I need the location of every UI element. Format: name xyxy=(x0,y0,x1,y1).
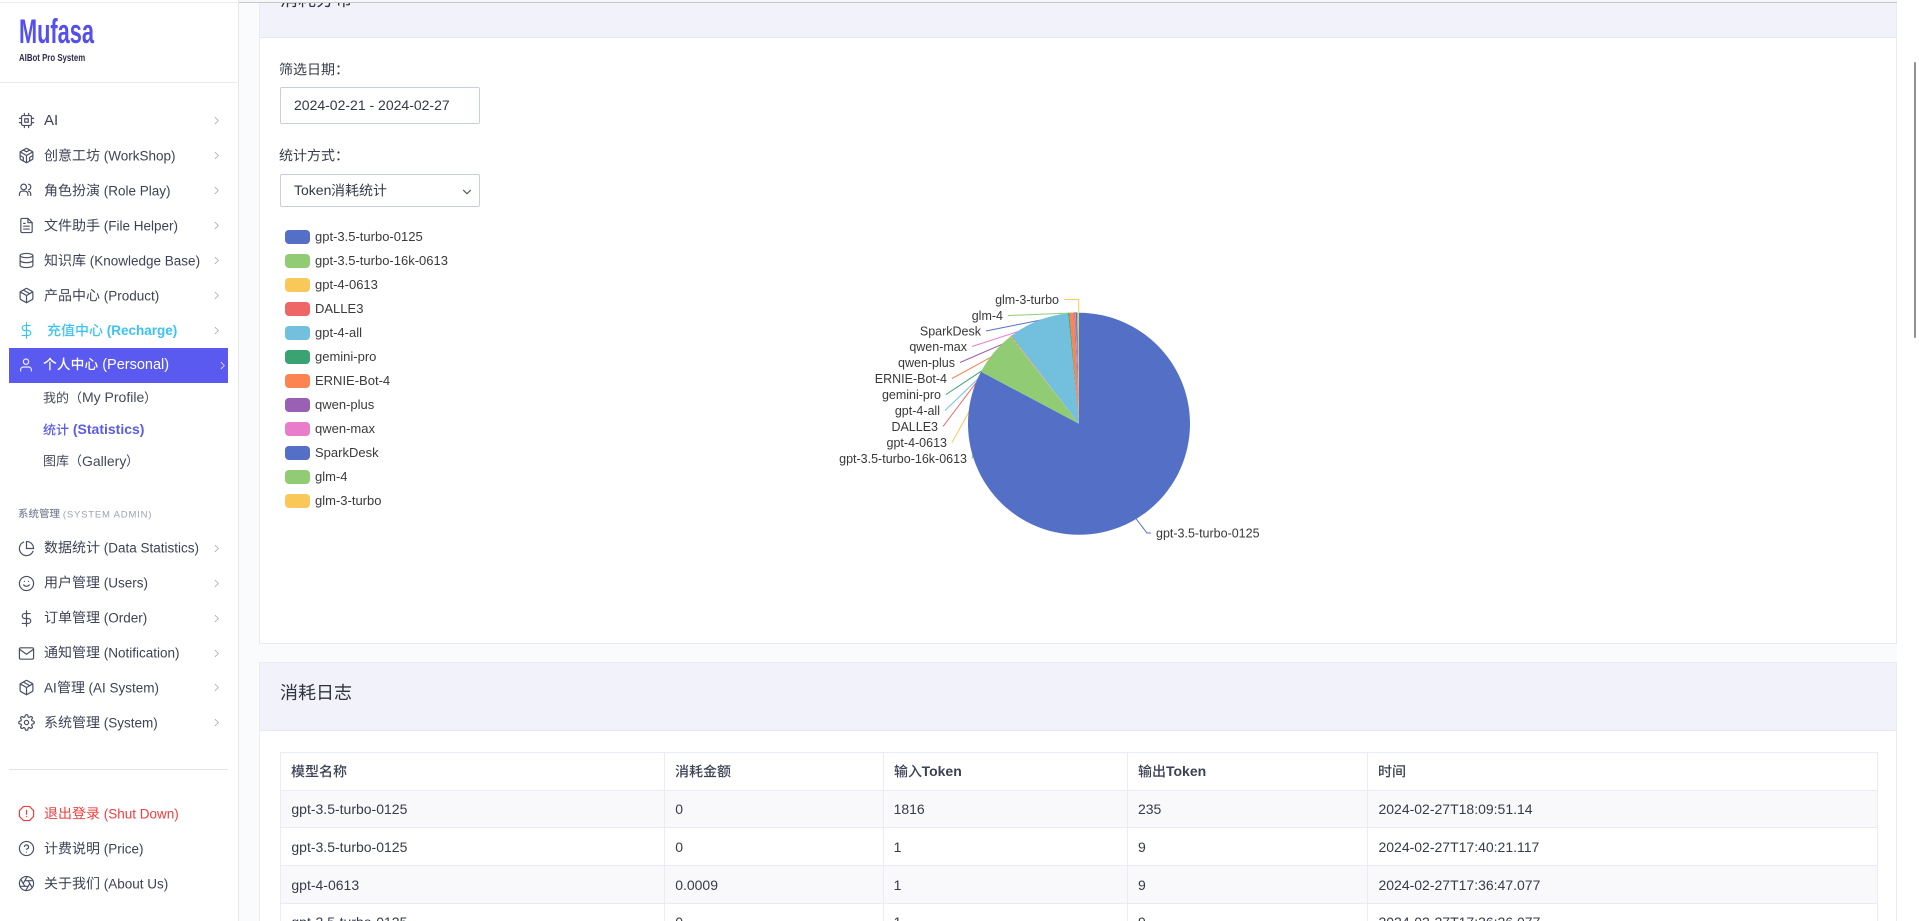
svg-text:gemini-pro: gemini-pro xyxy=(882,388,941,402)
svg-text:qwen-plus: qwen-plus xyxy=(898,356,955,370)
svg-text:ERNIE-Bot-4: ERNIE-Bot-4 xyxy=(875,372,947,386)
svg-text:gpt-3.5-turbo-16k-0613: gpt-3.5-turbo-16k-0613 xyxy=(839,452,967,466)
svg-text:DALLE3: DALLE3 xyxy=(891,420,938,434)
svg-text:gpt-4-0613: gpt-4-0613 xyxy=(887,436,948,450)
svg-text:glm-3-turbo: glm-3-turbo xyxy=(995,293,1059,307)
svg-text:qwen-max: qwen-max xyxy=(909,340,967,354)
svg-text:SparkDesk: SparkDesk xyxy=(920,325,982,339)
svg-text:glm-4: glm-4 xyxy=(972,309,1003,323)
svg-text:gpt-3.5-turbo-0125: gpt-3.5-turbo-0125 xyxy=(1156,527,1260,541)
svg-text:gpt-4-all: gpt-4-all xyxy=(895,404,940,418)
